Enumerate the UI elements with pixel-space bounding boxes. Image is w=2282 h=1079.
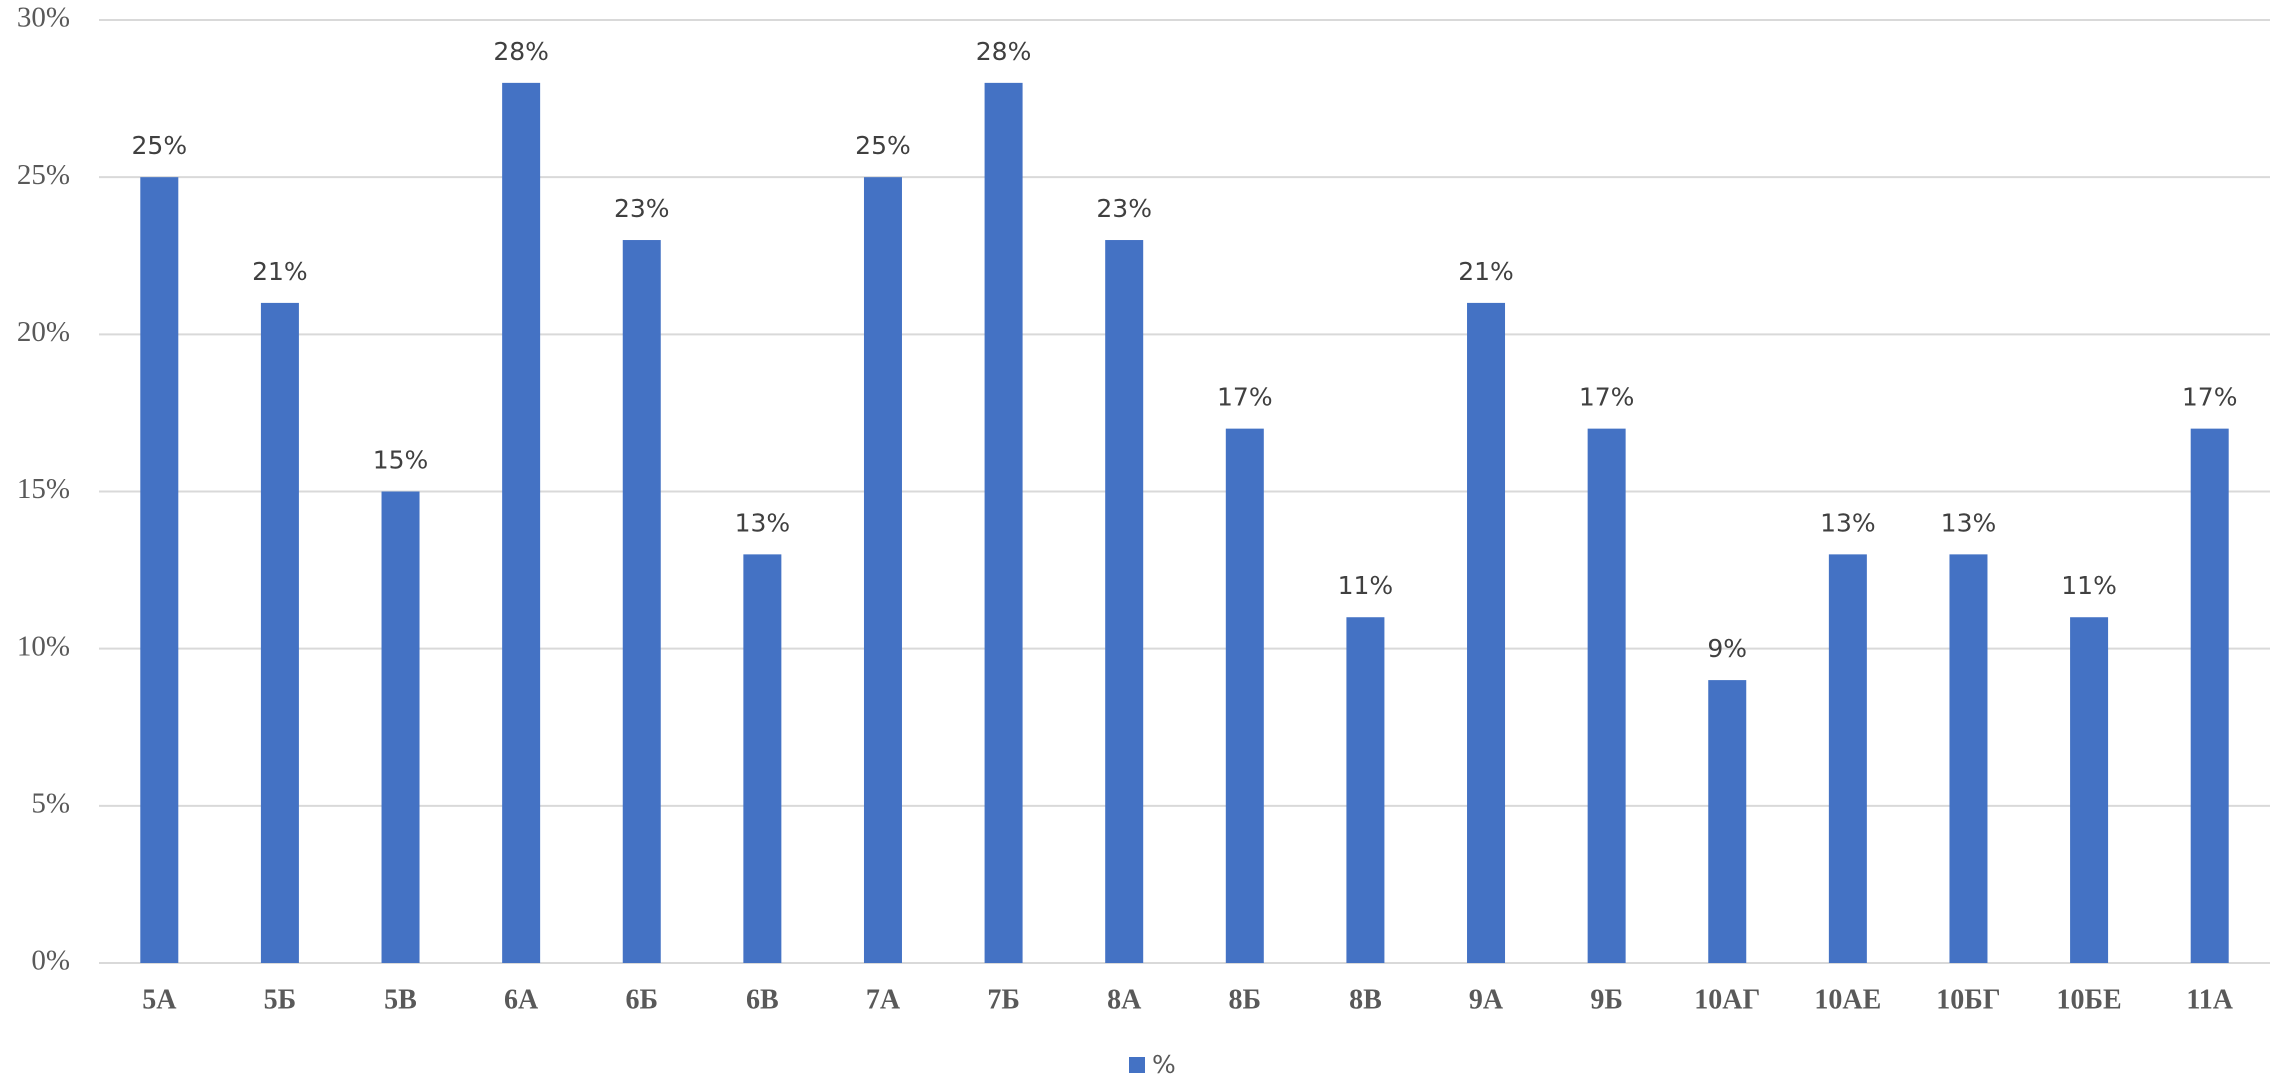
x-tick-label: 10БГ <box>1936 984 2000 1015</box>
data-label: 25% <box>132 131 188 160</box>
x-tick-label: 6Б <box>625 984 658 1015</box>
bar <box>1346 617 1385 963</box>
bar <box>2070 617 2109 963</box>
x-tick-label: 5А <box>142 984 177 1015</box>
bar <box>1708 680 1747 963</box>
bar <box>1949 554 1988 963</box>
bar <box>260 302 299 963</box>
legend-swatch <box>1129 1057 1145 1073</box>
bar <box>743 554 782 963</box>
data-label: 15% <box>373 446 429 475</box>
bar <box>1467 302 1506 963</box>
data-label: 13% <box>735 508 791 537</box>
data-label: 23% <box>1096 194 1152 223</box>
x-tick-label: 5В <box>384 984 417 1015</box>
y-tick-label: 20% <box>17 316 70 348</box>
data-label: 11% <box>2061 571 2117 600</box>
x-tick-label: 10АГ <box>1694 984 1760 1015</box>
x-tick-label: 11А <box>2186 984 2233 1015</box>
x-tick-label: 6А <box>504 984 539 1015</box>
bar <box>863 177 902 963</box>
bar <box>2190 428 2229 964</box>
y-tick-label: 25% <box>17 159 70 191</box>
x-tick-label: 7А <box>866 984 901 1015</box>
bar <box>381 491 420 963</box>
x-tick-label: 8Б <box>1229 984 1262 1015</box>
data-label: 13% <box>1820 508 1876 537</box>
data-label: 28% <box>493 37 549 66</box>
y-tick-label: 5% <box>31 787 70 819</box>
data-label: 17% <box>1217 383 1273 412</box>
bar <box>1225 428 1264 964</box>
legend-label: % <box>1152 1050 1176 1079</box>
data-label: 21% <box>1458 257 1514 286</box>
x-tick-label: 9Б <box>1590 984 1623 1015</box>
y-tick-label: 10% <box>17 630 70 662</box>
x-tick-label: 7Б <box>987 984 1020 1015</box>
bar <box>1828 554 1867 963</box>
bar <box>140 177 179 963</box>
data-label: 21% <box>252 257 308 286</box>
y-tick-label: 30% <box>17 2 70 34</box>
data-label: 28% <box>976 37 1032 66</box>
bar <box>502 82 541 963</box>
data-label: 13% <box>1941 508 1997 537</box>
bar <box>622 240 661 964</box>
x-tick-label: 10АЕ <box>1814 984 1881 1015</box>
bar <box>1105 240 1144 964</box>
data-label: 17% <box>1579 383 1635 412</box>
y-tick-label: 15% <box>17 473 70 505</box>
x-tick-label: 8В <box>1349 984 1382 1015</box>
data-label: 17% <box>2182 383 2238 412</box>
x-tick-label: 6В <box>746 984 779 1015</box>
x-tick-label: 9А <box>1469 984 1504 1015</box>
x-tick-label: 10БЕ <box>2056 984 2121 1015</box>
bar <box>1587 428 1626 964</box>
x-tick-label: 5Б <box>264 984 297 1015</box>
data-label: 25% <box>855 131 911 160</box>
data-label: 9% <box>1707 634 1747 663</box>
data-label: 23% <box>614 194 670 223</box>
data-label: 11% <box>1338 571 1394 600</box>
y-tick-label: 0% <box>31 945 70 977</box>
bar <box>984 82 1023 963</box>
x-tick-label: 8А <box>1107 984 1142 1015</box>
